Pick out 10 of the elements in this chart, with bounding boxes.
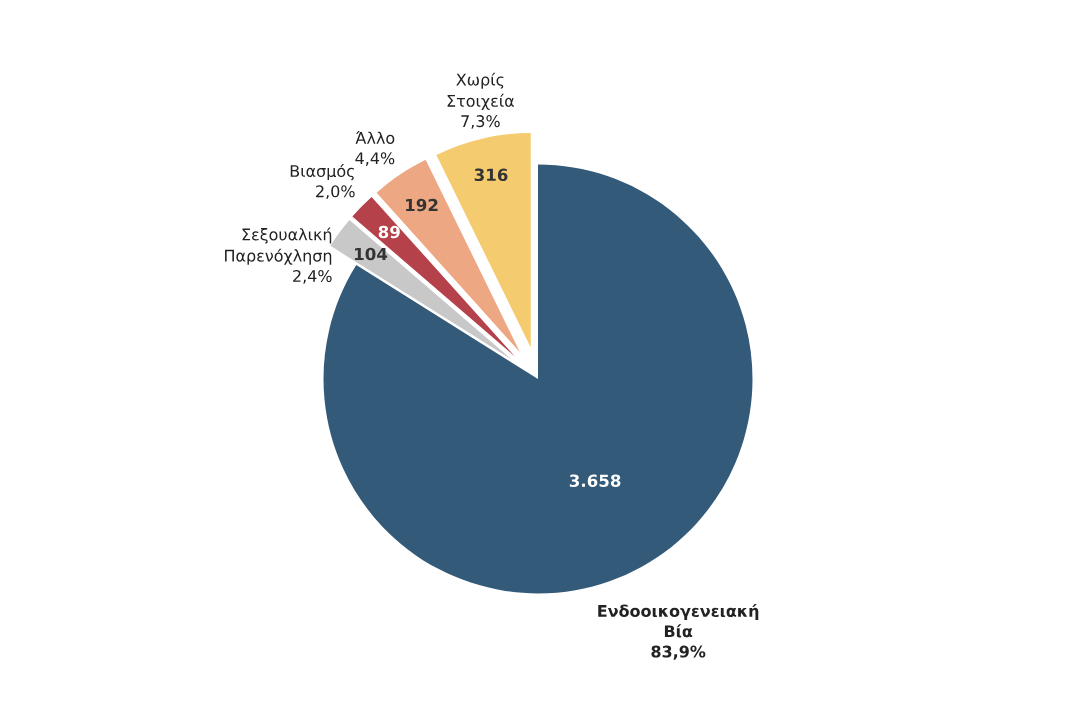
data-label: 89	[378, 225, 400, 239]
data-label: 104	[355, 247, 388, 261]
slice-label: Βιασμός 2,0%	[290, 164, 355, 199]
slice-label: Άλλο 4,4%	[355, 130, 395, 166]
slice-label: Σεξουαλική Παρενόχληση 2,4%	[225, 227, 332, 284]
data-label: 192	[406, 198, 438, 212]
data-label: 316	[474, 168, 508, 182]
slice-label: Ενδοοικογενειακή Βία 83,9%	[598, 603, 759, 660]
data-label: 3.658	[569, 474, 621, 488]
slice-label: Χωρίς Στοιχεία 7,3%	[447, 72, 514, 129]
